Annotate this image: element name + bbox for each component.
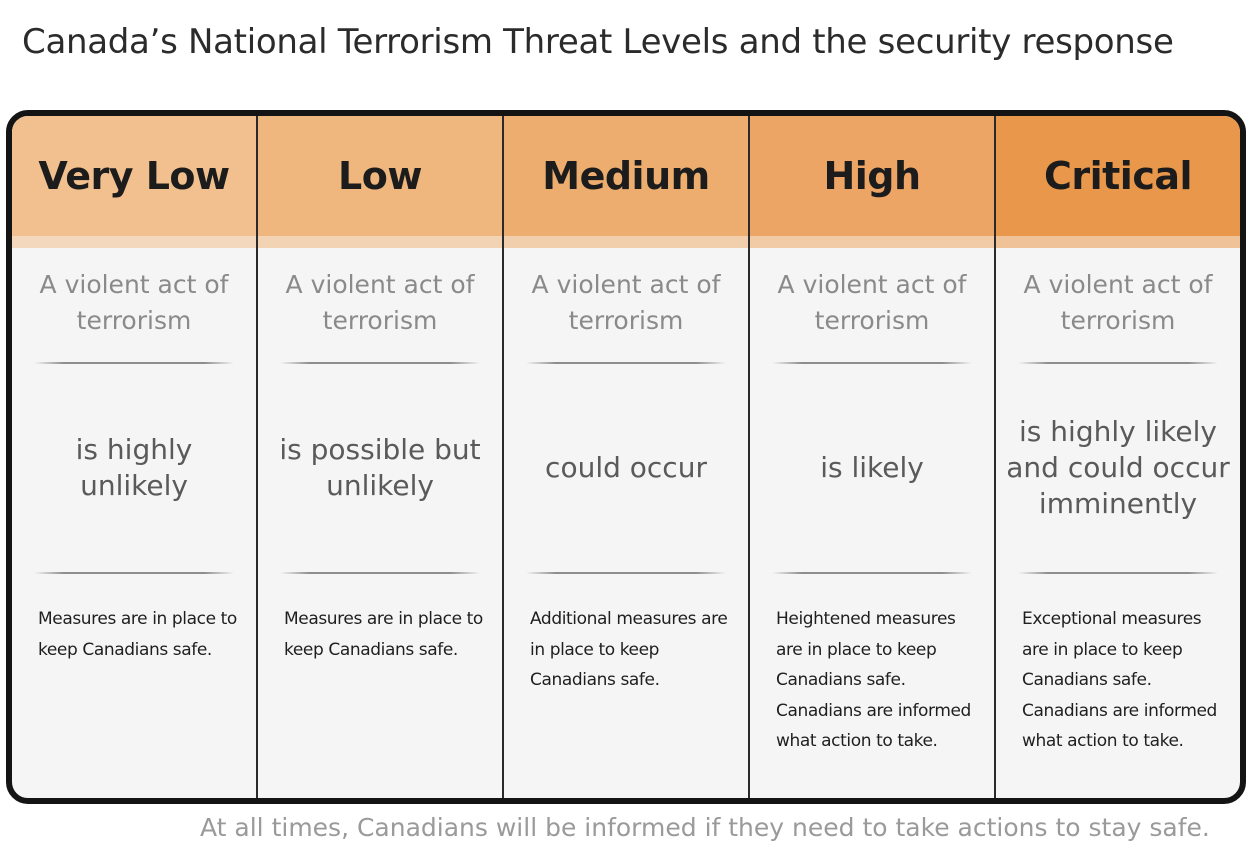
level-likelihood: is highly likely and could occur imminen… [1006,415,1230,520]
divider [1018,362,1218,364]
level-column-critical: Critical A violent act of terrorism is h… [994,116,1240,798]
heading-stripe [258,236,502,248]
divider [526,362,726,364]
level-heading: Critical [996,116,1240,236]
level-likelihood: is likely [820,451,924,484]
level-intro: A violent act of terrorism [39,270,229,335]
threat-level-table: Very Low A violent act of terrorism is h… [6,110,1246,804]
level-heading: Medium [504,116,748,236]
level-heading: High [750,116,994,236]
heading-stripe [996,236,1240,248]
level-column-medium: Medium A violent act of terrorism could … [502,116,748,798]
level-response: Heightened measures are in place to keep… [776,609,971,751]
page-title: Canada’s National Terrorism Threat Level… [22,22,1174,62]
level-intro: A violent act of terrorism [531,270,721,335]
divider [526,572,726,574]
level-response: Measures are in place to keep Canadians … [284,609,483,660]
divider [280,572,480,574]
level-column-high: High A violent act of terrorism is likel… [748,116,994,798]
heading-stripe [12,236,256,248]
level-likelihood: is possible but unlikely [279,433,481,502]
level-column-very-low: Very Low A violent act of terrorism is h… [12,116,256,798]
footer-note: At all times, Canadians will be informed… [200,813,1210,842]
level-response: Additional measures are in place to keep… [530,609,728,690]
divider [34,572,234,574]
heading-stripe [750,236,994,248]
level-heading: Low [258,116,502,236]
divider [772,362,972,364]
level-likelihood: could occur [545,451,707,484]
level-intro: A violent act of terrorism [777,270,967,335]
level-heading: Very Low [12,116,256,236]
divider [280,362,480,364]
divider [772,572,972,574]
divider [34,362,234,364]
divider [1018,572,1218,574]
level-intro: A violent act of terrorism [1023,270,1213,335]
level-response: Exceptional measures are in place to kee… [1022,609,1217,751]
heading-stripe [504,236,748,248]
level-intro: A violent act of terrorism [285,270,475,335]
level-column-low: Low A violent act of terrorism is possib… [256,116,502,798]
level-likelihood: is highly unlikely [75,433,193,502]
level-response: Measures are in place to keep Canadians … [38,609,237,660]
